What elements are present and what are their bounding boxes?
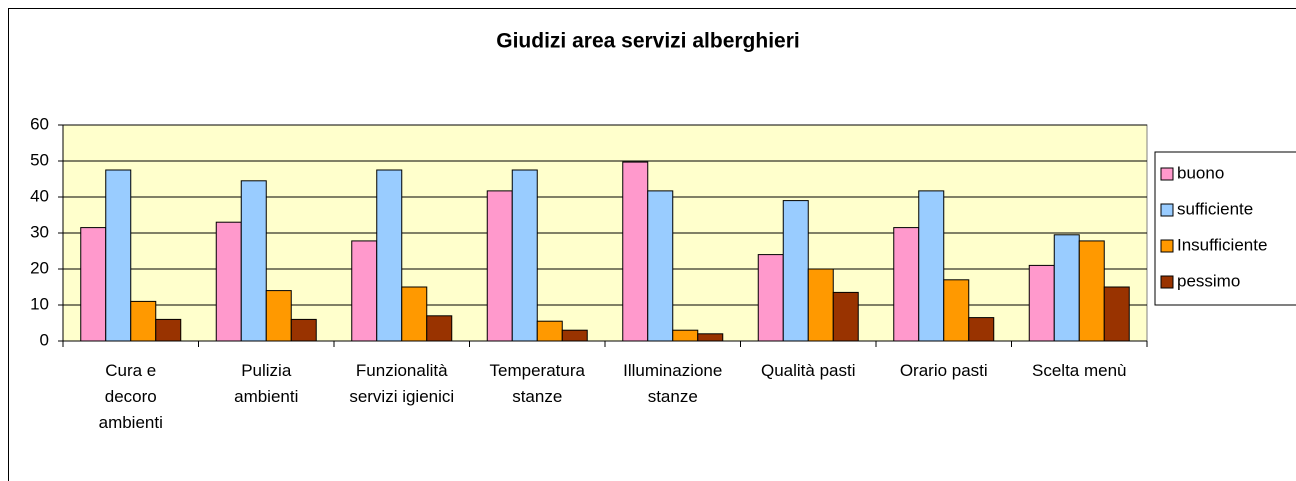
bar (697, 333, 724, 342)
bar (1028, 264, 1055, 342)
bar (782, 200, 809, 342)
bar (240, 180, 267, 342)
bar (105, 169, 132, 342)
y-tick-label: 20 (30, 258, 49, 277)
bar (80, 227, 107, 342)
legend-label: Insufficiente (1177, 235, 1267, 254)
bar (647, 190, 674, 342)
bar (401, 286, 428, 342)
y-tick-label: 0 (40, 330, 49, 349)
y-tick-label: 40 (30, 186, 49, 205)
bar (832, 291, 859, 342)
legend-label: buono (1177, 163, 1224, 182)
y-tick-label: 50 (30, 150, 49, 169)
x-tick-label: Qualità pasti (761, 361, 856, 380)
bar (1053, 234, 1080, 342)
y-tick-label: 30 (30, 222, 49, 241)
bar (511, 169, 538, 342)
bar (376, 169, 403, 342)
bar (536, 320, 563, 342)
chart-title: Giudizi area servizi alberghieri (496, 30, 799, 53)
bar (426, 315, 453, 342)
legend-swatch (1160, 167, 1174, 181)
legend-swatch (1160, 239, 1174, 253)
bar (943, 279, 970, 342)
legend-swatch (1160, 203, 1174, 217)
bar (918, 190, 945, 342)
bar (672, 329, 699, 342)
bar (622, 161, 649, 342)
bar (155, 318, 182, 342)
y-tick-label: 10 (30, 294, 49, 313)
bar (561, 329, 588, 342)
bar (1103, 286, 1130, 342)
x-tick-label: Cura e decoro ambienti (98, 361, 163, 432)
x-tick-label: Pulizia ambienti (234, 361, 299, 406)
legend-swatch (1160, 275, 1174, 289)
bar (1078, 240, 1105, 342)
bar (893, 227, 920, 342)
legend-label: pessimo (1177, 271, 1240, 290)
x-tick-label: Funzionalità servizi igienici (349, 361, 455, 406)
bar (807, 268, 834, 342)
bar (968, 317, 995, 342)
y-tick-label: 60 (30, 114, 49, 133)
legend-box (1154, 151, 1296, 306)
x-tick-label: Temperatura stanze (489, 361, 585, 406)
bar (215, 221, 242, 342)
x-tick-label: Orario pasti (899, 361, 988, 380)
legend-label: sufficiente (1177, 199, 1253, 218)
bar (757, 254, 784, 342)
bar (351, 240, 378, 342)
x-tick-label: Scelta menù (1032, 361, 1127, 380)
bar (290, 318, 317, 342)
bar (486, 190, 513, 342)
bar (265, 290, 292, 342)
x-tick-label: Illuminazione stanze (623, 361, 723, 406)
bar (130, 300, 157, 342)
